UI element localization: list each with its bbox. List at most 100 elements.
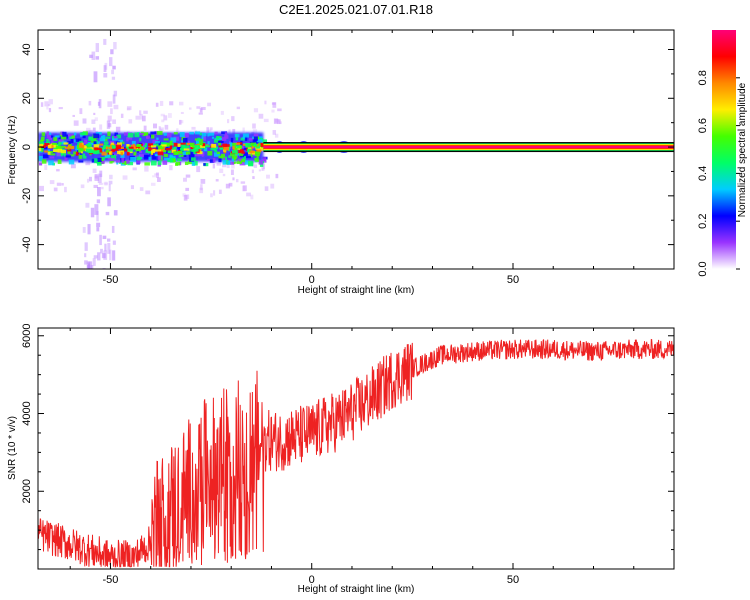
center-blob bbox=[120, 151, 123, 156]
center-blob bbox=[255, 151, 261, 155]
center-blob bbox=[234, 148, 238, 151]
center-blob bbox=[52, 149, 59, 153]
noise-speck bbox=[200, 106, 206, 111]
band-blob bbox=[197, 137, 201, 142]
noise-column-speck bbox=[99, 170, 103, 178]
center-blob bbox=[157, 145, 162, 148]
band-blob bbox=[207, 158, 211, 161]
center-blob bbox=[180, 147, 185, 151]
band-blob bbox=[93, 141, 97, 145]
noise-column-speck bbox=[113, 90, 118, 97]
band-blob bbox=[46, 135, 51, 139]
band-blob bbox=[48, 138, 53, 141]
noise-speck bbox=[98, 182, 103, 185]
noise-speck bbox=[178, 119, 182, 125]
noise-speck bbox=[182, 193, 186, 197]
band-blob bbox=[136, 156, 142, 161]
center-blob bbox=[47, 144, 52, 149]
noise-speck bbox=[135, 115, 141, 120]
noise-speck bbox=[242, 127, 245, 132]
band-blob bbox=[93, 133, 100, 139]
snr-xlabel: Height of straight line (km) bbox=[298, 584, 415, 595]
band-blob bbox=[51, 135, 54, 138]
center-blob bbox=[157, 151, 164, 156]
band-blob bbox=[217, 140, 224, 143]
center-blob bbox=[39, 143, 44, 147]
band-blob bbox=[53, 137, 58, 141]
band-blob bbox=[144, 132, 149, 136]
center-blob bbox=[44, 143, 50, 147]
band-blob bbox=[70, 138, 74, 144]
noise-column-speck bbox=[107, 242, 111, 254]
band-blob bbox=[248, 160, 254, 166]
band-blob bbox=[140, 144, 143, 148]
center-blob bbox=[145, 142, 148, 146]
center-blob bbox=[214, 146, 218, 150]
noise-speck bbox=[266, 174, 270, 179]
band-blob bbox=[209, 159, 215, 163]
band-blob bbox=[97, 157, 102, 162]
noise-speck bbox=[164, 124, 169, 130]
band-blob bbox=[189, 131, 194, 135]
band-blob bbox=[41, 146, 48, 150]
center-blob bbox=[232, 146, 235, 150]
spectrogram-frame bbox=[37, 29, 675, 270]
band-blob bbox=[112, 136, 115, 140]
band-blob bbox=[214, 131, 218, 135]
center-blob bbox=[39, 144, 46, 149]
noise-speck bbox=[199, 187, 204, 194]
noise-speck bbox=[262, 167, 266, 171]
center-blob bbox=[106, 145, 111, 149]
noise-column-speck bbox=[111, 69, 115, 75]
noise-speck bbox=[253, 164, 258, 168]
center-blob bbox=[97, 150, 102, 154]
colorbar-bar bbox=[712, 30, 736, 269]
noise-speck bbox=[88, 100, 92, 106]
band-blob bbox=[246, 156, 252, 159]
band-blob bbox=[194, 131, 201, 135]
x-tick-label: 0 bbox=[309, 274, 315, 286]
noise-column-speck bbox=[105, 211, 110, 216]
noise-column-speck bbox=[85, 202, 90, 208]
band-blob bbox=[229, 142, 233, 147]
center-blob bbox=[193, 150, 197, 155]
center-blob bbox=[185, 151, 191, 155]
band-blob bbox=[67, 133, 74, 137]
band-blob bbox=[213, 152, 220, 157]
band-blob bbox=[173, 132, 178, 135]
band-blob bbox=[123, 132, 129, 136]
band-blob bbox=[105, 136, 111, 139]
band-blob bbox=[54, 135, 60, 138]
band-blob bbox=[143, 154, 149, 160]
center-blob bbox=[194, 145, 200, 148]
x-tick-label: 50 bbox=[507, 574, 519, 586]
center-blob bbox=[116, 142, 122, 146]
band-blob bbox=[62, 131, 67, 137]
band-blob bbox=[229, 152, 235, 157]
band-blob bbox=[113, 153, 118, 157]
colorbar-tick-label: 0.2 bbox=[697, 214, 709, 229]
center-blob bbox=[210, 148, 215, 151]
center-blob bbox=[151, 149, 154, 154]
band-blob bbox=[230, 137, 234, 143]
center-blob bbox=[101, 151, 107, 156]
band-blob bbox=[127, 161, 134, 166]
band-blob bbox=[203, 141, 206, 145]
center-blob bbox=[249, 150, 255, 154]
center-blob bbox=[232, 150, 238, 154]
noise-column-speck bbox=[87, 224, 91, 235]
noise-speck bbox=[252, 176, 255, 180]
center-blob bbox=[123, 148, 128, 152]
noise-speck bbox=[48, 99, 53, 105]
band-blob bbox=[256, 158, 259, 162]
band-blob bbox=[41, 132, 46, 137]
center-blob bbox=[127, 148, 134, 152]
noise-speck bbox=[252, 129, 258, 135]
spectrogram-panel: -50 0 50 -40 -20 0 20 40 Height of straight lin… bbox=[7, 29, 675, 296]
noise-speck bbox=[216, 162, 221, 166]
noise-speck bbox=[46, 106, 49, 110]
band-blob bbox=[173, 136, 179, 141]
band-blob bbox=[259, 162, 264, 167]
center-blob bbox=[51, 142, 58, 145]
colorbar-ticks: 0.0 0.2 0.4 0.6 0.8 bbox=[697, 70, 740, 277]
